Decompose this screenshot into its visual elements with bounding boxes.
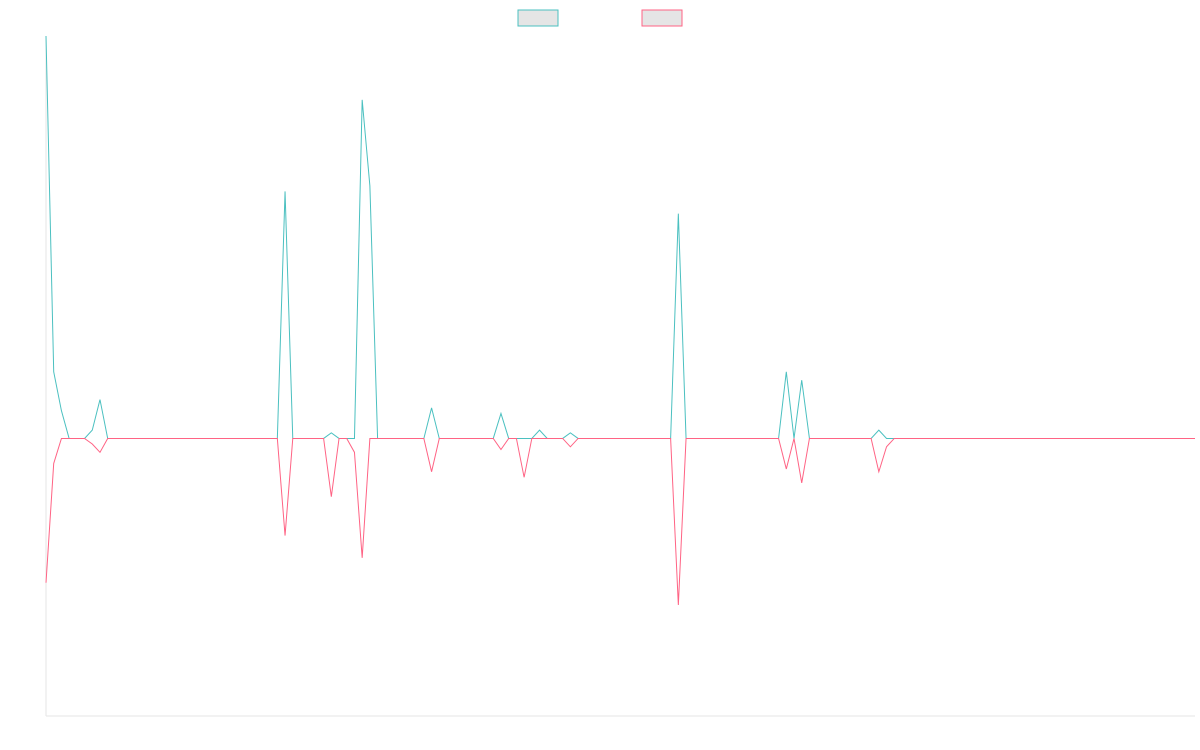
series-line-0 xyxy=(45,35,1195,439)
legend-swatch-1 xyxy=(641,9,683,27)
legend-swatch-0 xyxy=(517,9,559,27)
series-line-1 xyxy=(45,437,1195,606)
